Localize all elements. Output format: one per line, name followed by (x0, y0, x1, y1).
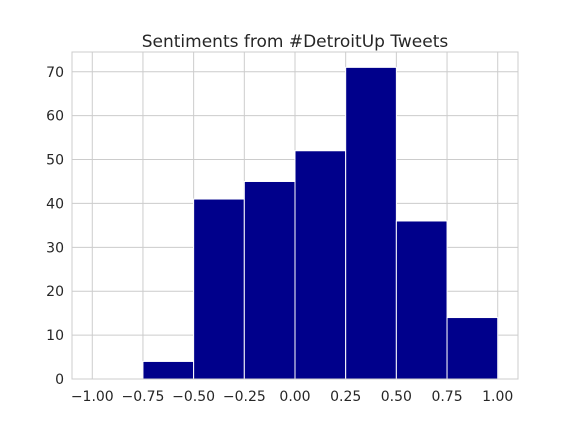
histogram-bar (446, 317, 499, 380)
x-tick-label: −0.25 (223, 389, 266, 405)
x-tick-label: 0.50 (381, 389, 412, 405)
histogram-bars (142, 66, 499, 380)
x-tick-label: −1.00 (71, 389, 114, 405)
chart-title: Sentiments from #DetroitUp Tweets (142, 32, 449, 52)
y-tick-label: 20 (46, 284, 64, 300)
x-tick-label: 0.00 (279, 389, 310, 405)
histogram-bar (193, 198, 245, 380)
histogram-bar (294, 150, 347, 380)
histogram-bar (345, 66, 397, 380)
y-tick-labels: 0 10 20 30 40 50 60 70 (46, 65, 64, 388)
y-tick-label: 0 (55, 372, 64, 388)
histogram-bar (142, 360, 195, 380)
x-tick-label: 1.00 (482, 389, 513, 405)
x-tick-label: 0.75 (431, 389, 462, 405)
histogram-bar (243, 180, 296, 380)
y-tick-label: 60 (46, 109, 64, 125)
y-tick-label: 40 (46, 196, 64, 212)
axes-frame (71, 51, 519, 380)
y-tick-label: 30 (46, 240, 64, 256)
x-tick-labels: −1.00 −0.75 −0.50 −0.25 0.00 0.25 0.50 0.75 1.00 (71, 389, 513, 405)
x-tick-label: 0.25 (330, 389, 361, 405)
x-tick-label: −0.50 (172, 389, 215, 405)
y-tick-label: 50 (46, 153, 64, 169)
histogram-bar (395, 220, 448, 380)
y-tick-label: 70 (46, 65, 64, 81)
x-tick-label: −0.75 (122, 389, 165, 405)
y-tick-label: 10 (46, 328, 64, 344)
